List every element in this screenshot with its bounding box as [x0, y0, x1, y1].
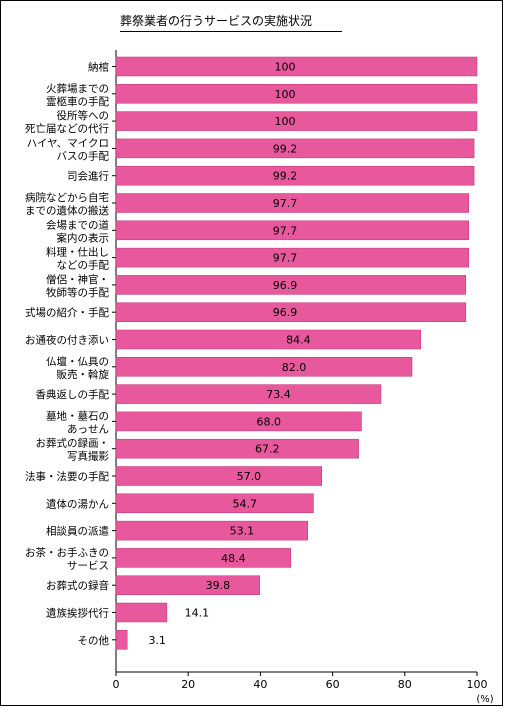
category-label: 霊柩車の手配	[46, 95, 109, 108]
value-label: 100	[275, 61, 296, 74]
value-label: 97.7	[273, 197, 298, 210]
category-label: 病院などから自宅	[25, 191, 109, 204]
bar	[115, 56, 478, 77]
category-label: などの手配	[57, 259, 110, 272]
bar	[115, 193, 469, 213]
bar	[115, 111, 478, 131]
bar	[115, 357, 413, 377]
category-label: 販売・斡旋	[57, 368, 110, 381]
value-label: 14.1	[185, 607, 210, 620]
category-label: お葬式の録音	[46, 579, 109, 592]
category-label: その他	[78, 634, 110, 647]
value-label: 100	[275, 88, 296, 101]
category-label: 火葬場までの	[46, 82, 109, 95]
category-label: 遺族挨拶代行	[46, 607, 109, 620]
value-label: 99.2	[273, 170, 298, 183]
bar	[115, 165, 475, 186]
category-label: あっせん	[67, 423, 109, 435]
category-label: 僧侶・神官・	[46, 273, 109, 286]
x-tick-label: 0	[113, 678, 120, 691]
bar	[115, 438, 359, 459]
bar	[115, 520, 308, 541]
value-label: 53.1	[230, 525, 255, 538]
bar	[115, 138, 475, 159]
x-tick-label: 80	[398, 678, 412, 691]
bar	[115, 466, 323, 486]
x-tick-label: 20	[181, 678, 195, 691]
x-tick-label: 100	[467, 678, 488, 691]
bar	[115, 602, 168, 623]
category-label: お茶・お手ふきの	[25, 546, 109, 559]
category-label: サービス	[67, 560, 109, 572]
value-label: 84.4	[286, 334, 311, 347]
bar	[115, 411, 362, 432]
bar	[115, 384, 382, 404]
value-label: 97.7	[273, 224, 298, 237]
category-label: 会場までの道	[46, 218, 109, 231]
x-axis-unit: (%)	[476, 694, 493, 705]
value-label: 48.4	[221, 552, 246, 565]
value-label: 54.7	[232, 497, 257, 510]
value-label: 39.8	[206, 579, 231, 592]
value-label: 57.0	[237, 470, 262, 483]
category-label: 仏壇・仏具の	[46, 355, 109, 368]
category-label: 牧師等の手配	[46, 286, 109, 299]
bar	[115, 493, 314, 514]
bar	[115, 575, 260, 595]
bar	[115, 275, 467, 295]
bar	[115, 548, 291, 568]
bar	[115, 84, 478, 104]
x-tick-label: 60	[326, 678, 340, 691]
category-label: ハイヤ、マイクロ	[27, 137, 109, 149]
category-label: 死亡届などの代行	[25, 122, 109, 135]
category-label: 香典返しの手配	[36, 388, 110, 401]
category-label: 役所等への	[57, 109, 110, 122]
value-label: 67.2	[255, 443, 280, 456]
category-label: 相談員の派遣	[46, 525, 109, 538]
bar	[115, 247, 469, 268]
category-label: お葬式の録画・	[36, 437, 110, 450]
value-label: 68.0	[256, 415, 281, 428]
value-label: 99.2	[273, 142, 298, 155]
category-label: 司会進行	[67, 170, 109, 183]
value-label: 82.0	[282, 361, 307, 374]
x-tick-label: 40	[253, 678, 267, 691]
value-label: 96.9	[273, 306, 298, 319]
category-label: 墓地・墓石の	[46, 409, 109, 422]
value-label: 96.9	[273, 279, 298, 292]
value-label: 3.1	[148, 634, 166, 647]
value-label: 97.7	[273, 252, 298, 265]
category-label: 式場の紹介・手配	[25, 306, 109, 319]
bar	[115, 329, 421, 350]
category-label: までの遺体の搬送	[25, 204, 109, 217]
category-label: 案内の表示	[57, 231, 110, 244]
category-label: 納棺	[88, 61, 109, 74]
chart-title: 葬祭業者の行うサービスの実施状況	[120, 14, 313, 28]
value-label: 73.4	[266, 388, 291, 401]
category-label: 写真撮影	[67, 450, 109, 463]
category-label: 料理・仕出し	[46, 246, 109, 259]
bar	[115, 302, 467, 322]
value-label: 100	[275, 115, 296, 128]
category-label: 遺体の湯かん	[46, 497, 109, 510]
category-label: お通夜の付き添い	[25, 334, 109, 347]
title-underline	[120, 31, 342, 32]
category-label: 法事・法要の手配	[25, 470, 109, 483]
bar	[115, 220, 469, 241]
bar	[115, 630, 128, 650]
category-label: バスの手配	[57, 149, 110, 162]
